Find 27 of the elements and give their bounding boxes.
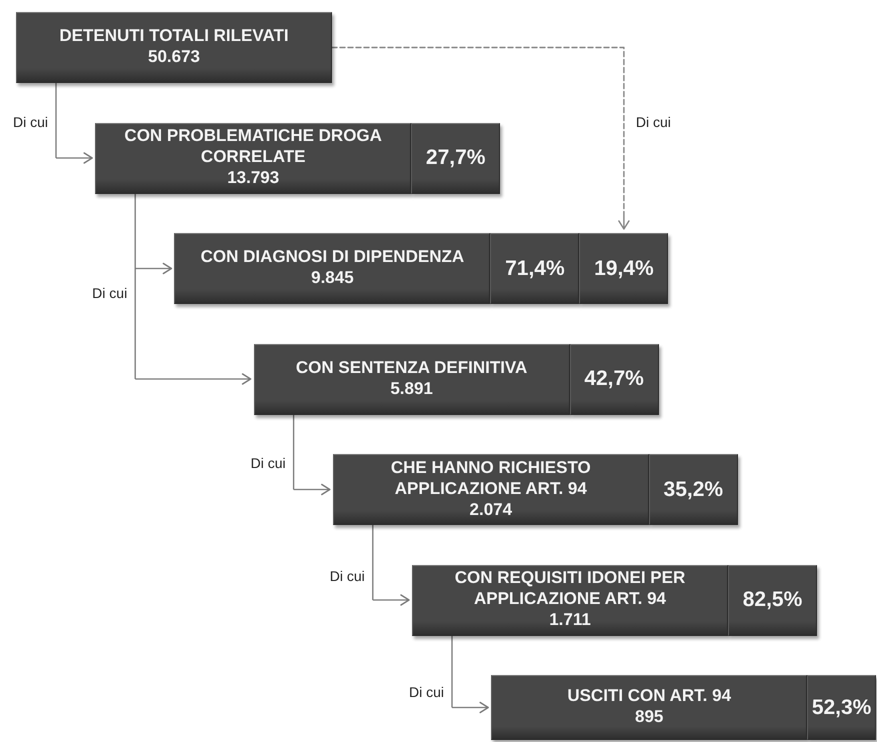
data-label: 27,7% (426, 146, 486, 170)
data-label: 42,7% (584, 367, 644, 391)
category-label: CON DIAGNOSI DI DIPENDENZA (200, 246, 464, 267)
data-label: 895 (635, 706, 664, 727)
data-label: 52,3% (812, 696, 872, 720)
data-label: 71,4% (505, 256, 565, 280)
data-label: 82,5% (742, 588, 802, 612)
category-label: CON REQUISITI IDONEI PER APPLICAZIONE ART. 94 (454, 567, 686, 609)
data-label: 2.074 (470, 498, 512, 520)
data-label: 5.891 (390, 378, 433, 398)
category-label: CHE HANNO RICHIESTO APPLICAZIONE ART. 94 (390, 456, 592, 498)
data-label: 1.711 (549, 609, 591, 630)
text: Di cui (12, 114, 48, 130)
text: Di cui (92, 285, 128, 301)
text: Di cui (250, 455, 286, 471)
text: Di cui (408, 684, 444, 700)
data-label: 19,4% (594, 256, 654, 280)
category-label: CON SENTENZA DEFINITIVA (296, 356, 528, 378)
text: Di cui (330, 568, 365, 584)
text: Di cui (636, 114, 671, 130)
data-label: 13.793 (227, 167, 280, 188)
data-label: 50.673 (148, 46, 200, 67)
data-label: 35,2% (664, 478, 724, 502)
data-label: 9.845 (311, 267, 354, 288)
category-label: DETENUTI TOTALI RILEVATI (59, 25, 289, 46)
category-label: USCITI CON ART. 94 (567, 685, 732, 706)
category-label: CON PROBLEMATICHE DROGA CORRELATE (123, 125, 383, 167)
